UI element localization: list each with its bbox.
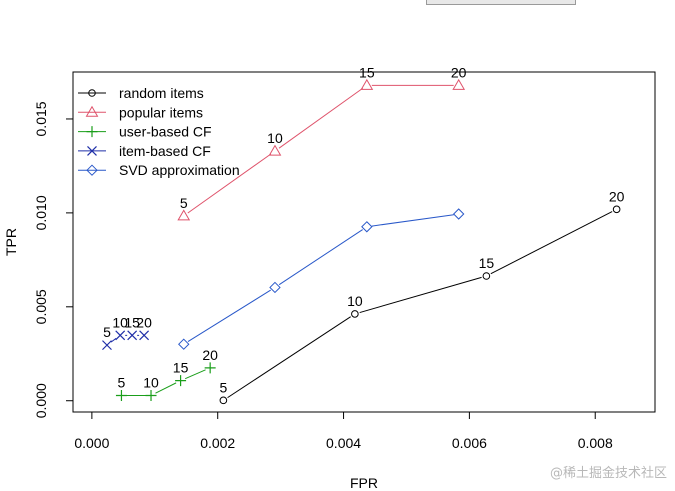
point-label: 10 — [267, 130, 283, 146]
data-point — [452, 78, 466, 90]
series-line-segment — [110, 337, 117, 343]
series-popular-items: 5 10 15 20 — [177, 64, 467, 221]
point-label: 15 — [124, 314, 140, 330]
point-label: 15 — [173, 360, 189, 376]
data-point — [268, 144, 282, 156]
y-tick-label: 0.000 — [33, 383, 49, 418]
series-line-segment — [371, 214, 454, 227]
series-line-segment — [278, 87, 364, 149]
data-point — [115, 330, 126, 341]
legend-label: random items — [119, 85, 204, 101]
legend-item: random items — [78, 85, 204, 101]
legend-label: user-based CF — [119, 124, 212, 140]
point-label: 10 — [143, 374, 159, 390]
data-point — [361, 221, 373, 233]
x-tick-label: 0.002 — [200, 435, 235, 451]
legend-label: SVD approximation — [119, 162, 240, 178]
legend-label: item-based CF — [119, 143, 211, 159]
point-label: 20 — [609, 188, 625, 204]
data-point — [102, 340, 112, 351]
series-line-segment — [359, 276, 482, 314]
point-label: 20 — [202, 347, 218, 363]
point-label: 5 — [219, 379, 227, 395]
point-label: 10 — [347, 293, 363, 309]
x-tick-label: 0.006 — [452, 435, 487, 451]
series-line-segment — [278, 229, 363, 286]
legend-item: item-based CF — [78, 143, 211, 159]
legend-marker — [88, 89, 96, 97]
y-axis-label: TPR — [3, 228, 19, 256]
x-tick-label: 0.000 — [74, 435, 109, 451]
data-point — [115, 389, 127, 401]
series-user-based-cf: 5 10 15 20 — [115, 347, 218, 401]
data-point — [482, 272, 491, 280]
point-label: 20 — [136, 314, 152, 330]
x-axis: 0.000 0.002 0.004 0.006 0.008 — [74, 411, 613, 451]
point-label: 20 — [451, 64, 467, 80]
y-tick-label: 0.010 — [33, 195, 49, 230]
data-point — [351, 310, 359, 318]
x-tick-label: 0.008 — [578, 435, 613, 451]
series-line-segment — [155, 382, 177, 394]
data-point — [612, 205, 621, 214]
toolbar-fragment — [426, 0, 576, 5]
series-line-segment — [490, 211, 613, 275]
point-label: 5 — [180, 195, 188, 211]
legend-marker — [86, 164, 98, 176]
y-axis: 0.000 0.005 0.010 0.015 — [33, 101, 74, 418]
series-line-segment — [227, 316, 351, 399]
series-line-segment — [187, 289, 271, 342]
point-label: 5 — [103, 324, 111, 340]
y-tick-label: 0.015 — [33, 101, 49, 136]
data-point — [360, 78, 374, 90]
data-point — [175, 375, 187, 387]
watermark: @稀土掘金技术社区 — [549, 466, 667, 481]
point-label: 5 — [118, 374, 126, 390]
legend-marker — [87, 145, 97, 156]
series-line-segment — [184, 369, 206, 380]
series-svd-approximation — [178, 208, 465, 350]
data-point — [139, 330, 150, 341]
legend-item: user-based CF — [78, 124, 212, 140]
legend-marker — [86, 126, 98, 138]
legend-label: popular items — [119, 104, 203, 120]
data-point — [177, 209, 191, 221]
point-label: 15 — [479, 255, 495, 271]
legend-item: SVD approximation — [78, 162, 240, 178]
legend: random items popular items user-based CF it… — [78, 85, 240, 178]
data-point — [127, 330, 138, 341]
y-tick-label: 0.005 — [33, 289, 49, 324]
data-point — [178, 338, 190, 350]
legend-item: popular items — [78, 104, 203, 120]
series-line-segment — [187, 153, 272, 214]
point-label: 15 — [359, 64, 375, 80]
data-point — [204, 362, 216, 374]
data-point — [145, 389, 157, 401]
point-label: 10 — [112, 314, 128, 330]
x-tick-label: 0.004 — [326, 435, 361, 451]
data-point — [219, 396, 228, 405]
data-point — [452, 208, 465, 220]
legend-marker — [85, 105, 99, 117]
x-axis-label: FPR — [350, 475, 378, 491]
data-point — [269, 281, 281, 294]
series-random-items: 5 10 15 20 — [219, 188, 625, 405]
